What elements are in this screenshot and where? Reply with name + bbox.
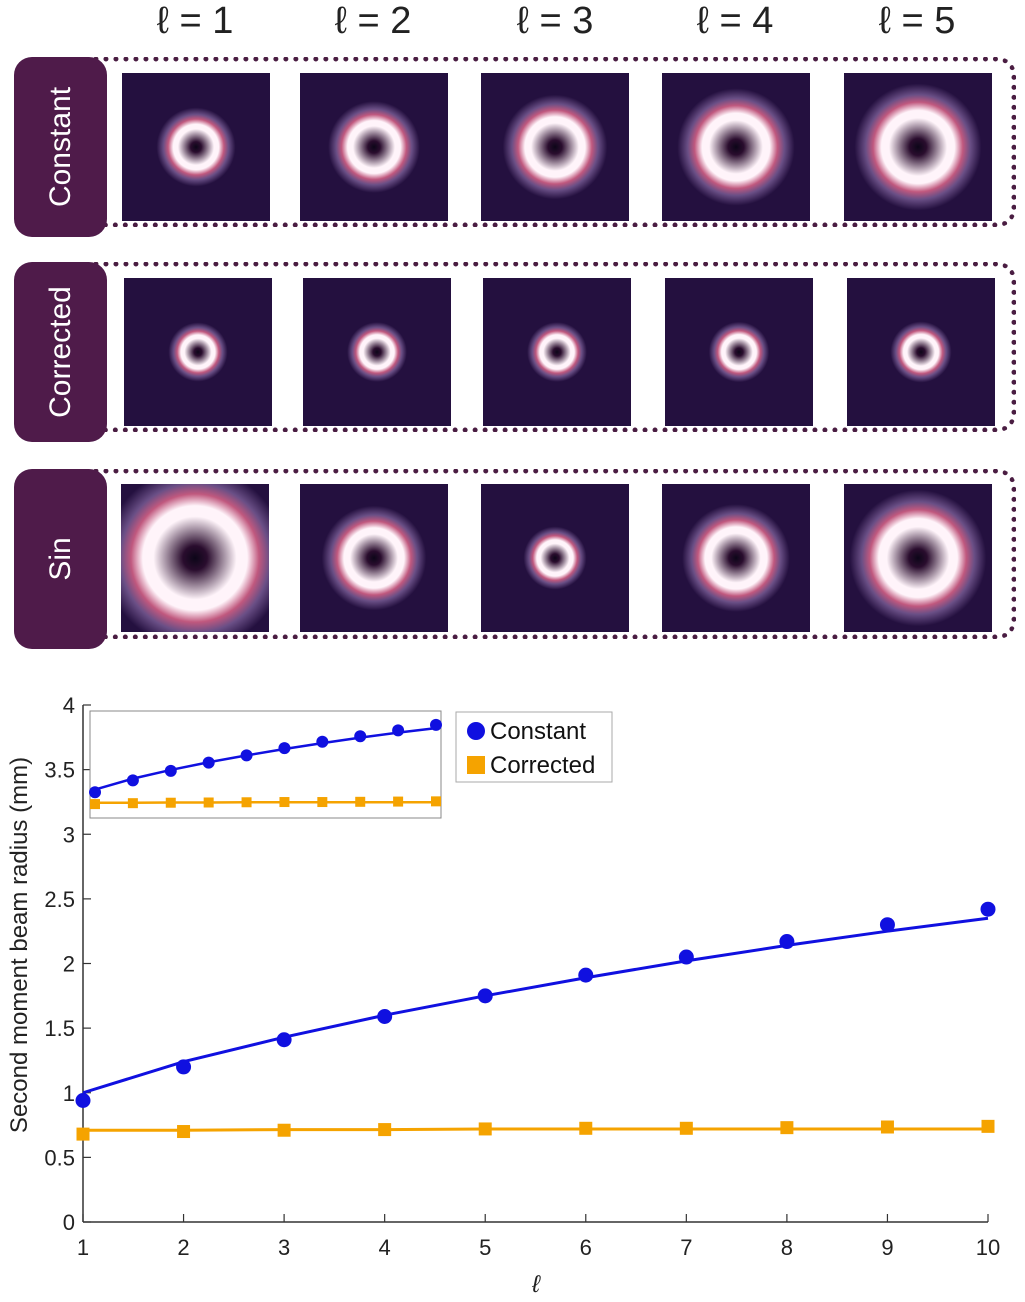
beam-image — [844, 484, 992, 632]
data-point-constant — [578, 967, 594, 983]
beam-image — [847, 278, 995, 426]
row-label-constant: Constant — [14, 57, 107, 237]
fit-line-corrected — [83, 1127, 988, 1132]
data-point-constant — [377, 1008, 393, 1024]
beam-image — [303, 278, 451, 426]
inset-point-constant — [126, 774, 139, 787]
data-point-corrected — [177, 1125, 191, 1139]
beam-image — [124, 278, 272, 426]
inset-point-constant — [164, 764, 177, 777]
data-point-corrected — [679, 1121, 693, 1135]
x-tick-label: 7 — [680, 1235, 692, 1260]
beam-image — [300, 73, 448, 221]
data-point-constant — [678, 949, 694, 965]
y-tick-label: 1 — [63, 1081, 75, 1106]
data-point-constant — [980, 901, 996, 917]
data-point-corrected — [76, 1127, 90, 1141]
inset-point-constant — [430, 718, 442, 731]
col-label-l2: ℓ = 2 — [334, 0, 412, 42]
beam-image — [481, 484, 629, 632]
col-label-l4: ℓ = 4 — [696, 0, 774, 42]
inset-frame — [89, 710, 442, 819]
inset-point-corrected — [355, 796, 366, 807]
data-point-constant — [176, 1059, 192, 1075]
beam-image — [121, 484, 269, 632]
data-point-corrected — [880, 1120, 894, 1134]
data-point-corrected — [981, 1119, 995, 1133]
inset-point-corrected — [279, 797, 290, 808]
x-tick-label: 8 — [781, 1235, 793, 1260]
inset-point-corrected — [165, 797, 176, 808]
data-point-corrected — [378, 1123, 392, 1137]
legend-label-constant: Constant — [490, 718, 586, 745]
data-point-constant — [75, 1093, 91, 1109]
data-point-corrected — [277, 1123, 291, 1137]
x-tick-label: 1 — [77, 1235, 89, 1260]
data-point-corrected — [478, 1122, 492, 1136]
data-point-constant — [276, 1032, 292, 1048]
chart-legend: Constant Corrected — [455, 711, 613, 783]
inset-fit-line-constant — [94, 726, 437, 791]
y-axis-title: Second moment beam radius (mm) — [6, 757, 33, 1133]
chart-series — [75, 901, 996, 1141]
fit-line-constant — [82, 916, 989, 1095]
x-axis-title: ℓ — [531, 1271, 541, 1298]
x-tick-label: 6 — [580, 1235, 592, 1260]
inset-point-corrected — [241, 797, 252, 808]
beam-image — [300, 484, 448, 632]
inset-point-corrected — [203, 797, 214, 808]
beam-image — [122, 73, 270, 221]
data-point-constant — [779, 934, 795, 950]
col-label-l1: ℓ = 1 — [156, 0, 234, 42]
inset-point-corrected — [393, 796, 404, 807]
y-tick-label: 2 — [63, 952, 75, 977]
col-label-l5: ℓ = 5 — [878, 0, 956, 42]
chart-inset — [89, 710, 442, 819]
row-label-sin: Sin — [14, 469, 107, 649]
inset-point-constant — [202, 756, 215, 769]
inset-point-corrected — [431, 796, 441, 807]
beam-image — [483, 278, 631, 426]
y-tick-label: 0.5 — [44, 1145, 75, 1170]
inset-point-corrected — [90, 799, 100, 810]
legend-marker-corrected — [467, 756, 485, 774]
x-tick-label: 4 — [379, 1235, 391, 1260]
y-tick-label: 3 — [63, 822, 75, 847]
inset-point-constant — [392, 724, 405, 737]
inset-point-corrected — [127, 798, 138, 809]
inset-point-corrected — [317, 797, 328, 808]
beam-image — [481, 73, 629, 221]
inset-point-constant — [278, 742, 291, 755]
y-tick-label: 1.5 — [44, 1016, 75, 1041]
inset-point-constant — [316, 735, 329, 748]
y-tick-label: 0 — [63, 1210, 75, 1235]
inset-point-constant — [354, 730, 367, 743]
beam-image — [662, 73, 810, 221]
y-tick-label: 3.5 — [44, 758, 75, 783]
x-tick-label: 10 — [976, 1235, 1000, 1260]
y-tick-label: 2.5 — [44, 887, 75, 912]
inset-point-constant — [240, 749, 253, 762]
legend-marker-constant — [467, 722, 485, 740]
col-label-l3: ℓ = 3 — [516, 0, 594, 42]
beam-image — [662, 484, 810, 632]
data-point-corrected — [579, 1121, 593, 1135]
data-point-corrected — [780, 1121, 794, 1135]
y-tick-label: 4 — [63, 693, 75, 718]
chart-axes: 0 0.5 1 1.5 2 2.5 3 3.5 4 1 2 3 4 5 6 7 8 9 10 — [44, 693, 1000, 1260]
beam-image — [665, 278, 813, 426]
beam-image — [844, 73, 992, 221]
data-point-constant — [477, 988, 493, 1004]
inset-point-constant — [89, 786, 101, 799]
x-tick-label: 9 — [881, 1235, 893, 1260]
legend-label-corrected: Corrected — [490, 752, 595, 779]
x-tick-label: 2 — [177, 1235, 189, 1260]
row-label-corrected: Corrected — [14, 262, 107, 442]
x-tick-label: 3 — [278, 1235, 290, 1260]
x-tick-label: 5 — [479, 1235, 491, 1260]
data-point-constant — [879, 917, 895, 933]
